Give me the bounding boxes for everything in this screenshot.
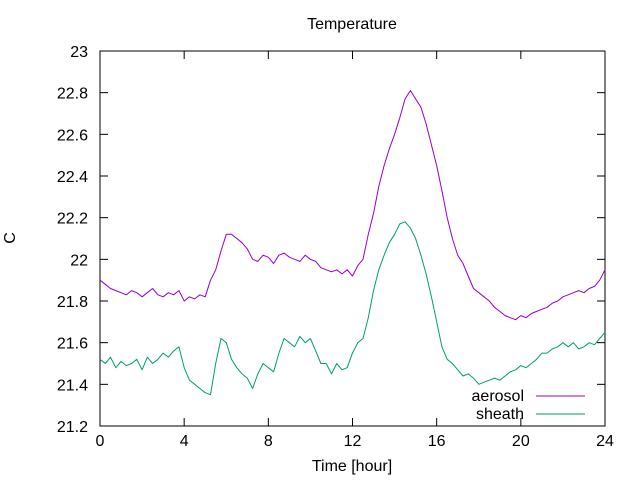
series-layer	[99, 90, 606, 396]
x-tick-label: 4	[180, 433, 189, 450]
y-tick-label: 22.8	[57, 86, 88, 103]
x-tick-label: 12	[344, 433, 362, 450]
y-tick-label: 21.2	[57, 419, 88, 436]
y-tick-label: 22.6	[57, 127, 88, 144]
y-tick-label: 21.8	[57, 294, 88, 311]
y-tick-label: 21.6	[57, 336, 88, 353]
legend-label-aerosol: aerosol	[472, 388, 524, 405]
y-axis-label: C	[2, 232, 19, 244]
legend-label-sheath: sheath	[476, 406, 524, 423]
y-tick-label: 22.2	[57, 211, 88, 228]
x-tick-label: 8	[264, 433, 273, 450]
y-tick-label: 22	[70, 252, 88, 269]
x-tick-label: 0	[96, 433, 105, 450]
plot-frame	[99, 50, 606, 427]
series-line-aerosol	[99, 90, 606, 321]
y-tick-label: 21.4	[57, 377, 88, 394]
y-tick-label: 22.4	[57, 169, 88, 186]
series-line-sheath	[99, 221, 606, 396]
y-tick-label: 23	[70, 44, 88, 61]
x-tick-label: 20	[512, 433, 530, 450]
x-tick-label: 24	[596, 433, 614, 450]
chart-title: Temperature	[307, 16, 397, 33]
x-axis-label: Time [hour]	[312, 458, 392, 475]
x-tick-label: 16	[428, 433, 446, 450]
axis-ticks: 0 4 8 12 16 20 24 21.2 21.4 21.6 21.8 22 22.2 22.4 22.…	[57, 44, 614, 450]
